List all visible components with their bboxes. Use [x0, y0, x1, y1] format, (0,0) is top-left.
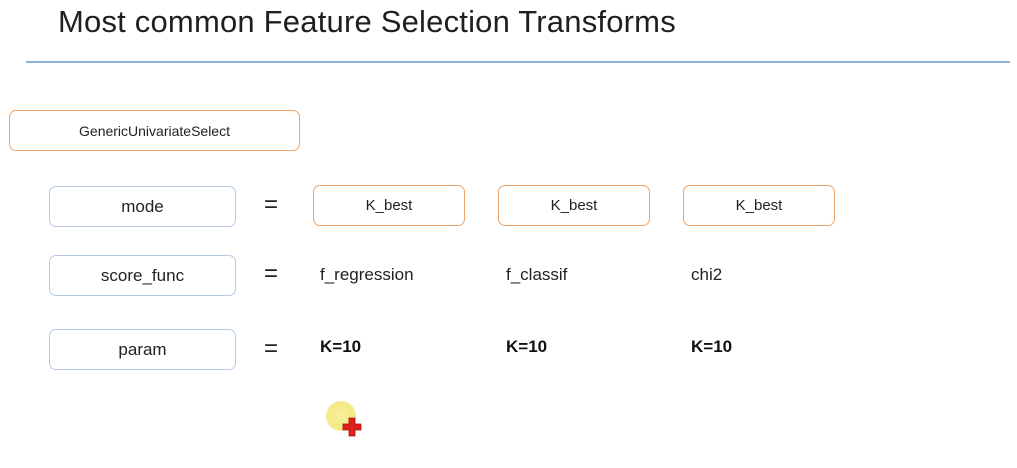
param-value-1: K=10 — [320, 337, 362, 356]
red-plus-icon — [342, 417, 362, 437]
mode-equals-sign: = — [264, 191, 279, 218]
score-func-value-3: chi2 — [691, 265, 723, 284]
score-func-label: score_func — [100, 265, 185, 285]
score-func-label-box: score_func — [49, 255, 236, 296]
mode-value-3: K_best — [735, 197, 783, 214]
param-value-2: K=10 — [506, 337, 548, 356]
score-func-equals-sign: = — [264, 260, 279, 287]
pointer-highlight-icon — [322, 399, 366, 441]
param-label-box: param — [49, 329, 236, 370]
param-value-3: K=10 — [691, 337, 733, 356]
mode-label: mode — [121, 196, 164, 216]
mode-value-box-3: K_best — [683, 185, 835, 226]
slide-title: Most common Feature Selection Transforms — [58, 4, 676, 39]
mode-value-box-2: K_best — [498, 185, 650, 226]
title-divider — [26, 61, 1010, 63]
generic-univariate-select-label: GenericUnivariateSelect — [79, 122, 230, 139]
score-func-value-1: f_regression — [320, 265, 414, 284]
param-label: param — [118, 339, 167, 359]
score-func-value-2: f_classif — [506, 265, 568, 284]
param-equals-sign: = — [264, 335, 279, 362]
mode-value-2: K_best — [550, 197, 598, 214]
mode-value-box-1: K_best — [313, 185, 465, 226]
mode-value-1: K_best — [365, 197, 413, 214]
generic-univariate-select-box: GenericUnivariateSelect — [9, 110, 300, 151]
mode-label-box: mode — [49, 186, 236, 227]
